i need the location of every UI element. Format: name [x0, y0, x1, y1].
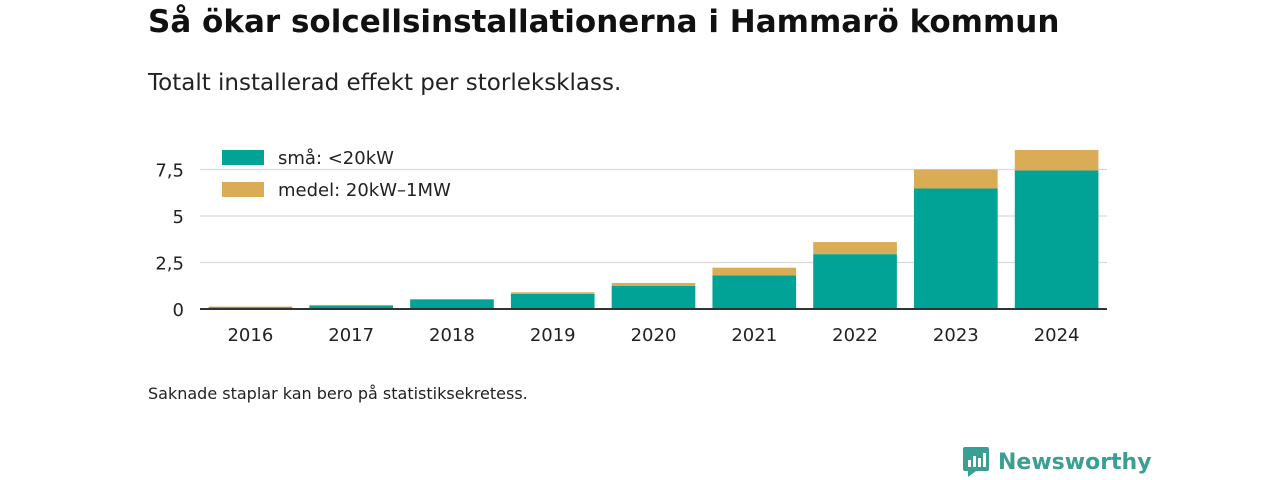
legend-swatch: [222, 150, 264, 165]
legend-label: medel: 20kW–1MW: [278, 180, 451, 201]
x-tick-label: 2024: [1034, 325, 1080, 346]
x-tick-label: 2022: [832, 325, 878, 346]
bar-medium-2016: [208, 306, 293, 308]
bar-chart: 0 2,5 5 7,5 2016 2017 2018 2019 2020 2021 2022 2023…: [155, 148, 1107, 346]
legend-label: små: <20kW: [278, 148, 394, 169]
bar-small-2024: [1014, 170, 1099, 309]
bar-medium-2022: [813, 242, 897, 255]
legend-swatch: [222, 182, 264, 197]
bar-medium-2020: [611, 282, 696, 286]
x-tick-label: 2021: [731, 325, 777, 346]
x-tick-label: 2018: [429, 325, 475, 346]
brand-name: Newsworthy: [998, 449, 1152, 475]
bar-small-2022: [813, 254, 897, 309]
bar-medium-2024: [1014, 150, 1099, 171]
newsworthy-logo[interactable]: Newsworthy: [962, 446, 1152, 478]
x-tick-label: 2020: [631, 325, 677, 346]
x-tick-label: 2016: [227, 325, 273, 346]
chart-title: Så ökar solcellsinstallationerna i Hamma…: [148, 4, 1060, 40]
bar-medium-2017: [309, 304, 393, 306]
x-tick-label: 2023: [933, 325, 979, 346]
bar-medium-2019: [510, 292, 595, 294]
bar-small-2021: [712, 275, 797, 309]
y-tick-label: 2,5: [155, 254, 184, 275]
y-tick-label: 7,5: [155, 161, 184, 182]
bar-small-2019: [510, 293, 595, 309]
bar-small-2020: [611, 285, 696, 309]
bar-medium-2023: [914, 169, 998, 189]
chart-subtitle: Totalt installerad effekt per storlekskl…: [148, 70, 622, 96]
x-tick-label: 2017: [328, 325, 374, 346]
x-tick-label: 2019: [530, 325, 576, 346]
chart-legend: små: <20kW medel: 20kW–1MW: [222, 148, 451, 201]
y-tick-label: 0: [173, 300, 184, 321]
bar-medium-2021: [712, 267, 797, 276]
bar-small-2018: [410, 299, 494, 309]
bar-small-2023: [914, 188, 998, 309]
footnote: Saknade staplar kan bero på statistiksek…: [148, 384, 528, 403]
y-tick-label: 5: [173, 207, 184, 228]
bar-small-2017: [309, 305, 393, 309]
newsworthy-logo-icon: [963, 447, 989, 477]
